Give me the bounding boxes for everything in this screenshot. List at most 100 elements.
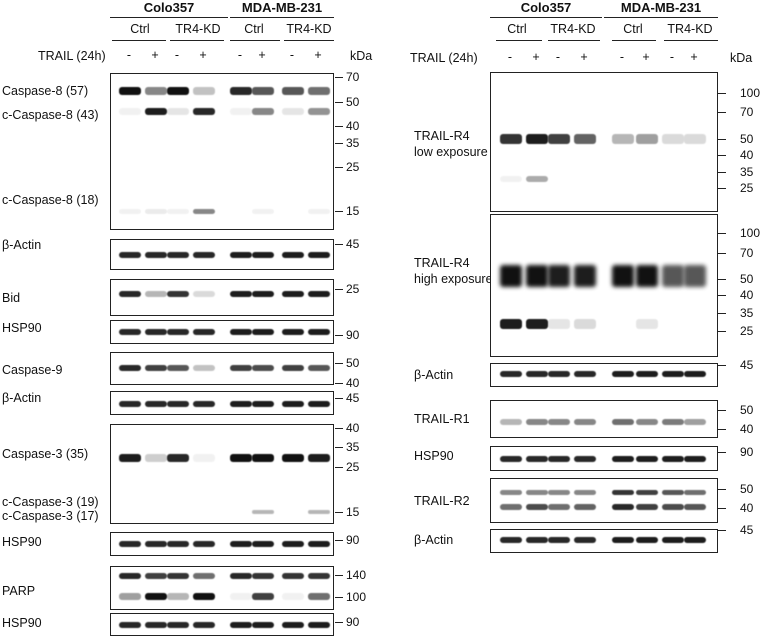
right-panel-2-band-row2-lane6 [636, 319, 658, 329]
right-panel-5-band-row1-lane7 [662, 456, 684, 462]
right-panel-2-marker-tick-1 [718, 233, 726, 234]
right-panel-6-band-row1-lane1 [500, 489, 522, 495]
left-panel-10-band-row1-lane2 [145, 622, 167, 628]
right-panel-2-band-row2-lane2 [526, 319, 548, 329]
right-sign-3: - [555, 50, 561, 64]
right-panel-6-band-row1-lane8 [684, 489, 706, 495]
left-cond-underline-2 [170, 40, 224, 41]
left-panel-1-band-row3-lane1 [119, 208, 141, 214]
left-panel-9-marker-tick-1 [335, 575, 343, 576]
left-panel-3-band-row1-lane7 [282, 291, 304, 297]
right-panel-6-marker-1: 50 [740, 482, 754, 496]
left-panel-4-band-row1-lane4 [193, 329, 215, 335]
left-panel-7-band-row1-lane8 [308, 454, 330, 462]
left-cellline-colo357: Colo357 [143, 0, 195, 15]
right-panel-2-marker-tick-2 [718, 253, 726, 254]
right-panel-3-label-1: β-Actin [414, 368, 454, 382]
right-panel-3-marker-1: 45 [740, 358, 754, 372]
left-panel-9-marker-2: 100 [346, 590, 367, 604]
left-blot-panel-5 [110, 352, 334, 385]
left-panel-1-band-row3-lane2 [145, 208, 167, 214]
left-panel-1-marker-tick-5 [335, 167, 343, 168]
left-panel-9-band-row2-lane4 [193, 592, 215, 600]
left-panel-9-band-row2-lane3 [167, 592, 189, 600]
right-panel-1-marker-tick-5 [718, 172, 726, 173]
right-panel-7-band-row1-lane6 [636, 537, 658, 543]
left-cellline-mda: MDA-MB-231 [241, 0, 323, 15]
right-panel-1-marker-tick-6 [718, 188, 726, 189]
right-panel-4-marker-1: 50 [740, 403, 754, 417]
left-panel-8-marker-tick-1 [335, 540, 343, 541]
left-panel-9-band-row1-lane8 [308, 573, 330, 579]
right-panel-1-band-row1-lane4 [574, 134, 596, 144]
right-panel-1-marker-5: 35 [740, 165, 754, 179]
right-panel-6-marker-tick-1 [718, 489, 726, 490]
right-kda-label: kDa [730, 51, 753, 65]
left-panel-5-band-row1-lane5 [230, 365, 252, 371]
right-panel-3-band-row1-lane5 [612, 371, 634, 377]
right-panel-1-band-row2-lane2 [526, 176, 548, 182]
left-panel-9-band-row1-lane6 [252, 573, 274, 579]
right-panel-2-marker-1: 100 [740, 226, 761, 240]
right-sign-5: - [619, 50, 625, 64]
right-panel-3-band-row1-lane8 [684, 371, 706, 377]
right-panel-5-band-row1-lane1 [500, 456, 522, 462]
right-panel-1-marker-tick-4 [718, 155, 726, 156]
left-panel-5-band-row1-lane3 [167, 365, 189, 371]
left-cond-underline-1 [112, 40, 166, 41]
right-panel-2-band-row2-lane3 [548, 319, 570, 329]
left-panel-7-marker-2: 35 [346, 440, 360, 454]
left-panel-2-band-row1-lane5 [230, 252, 252, 258]
left-cond-3: Ctrl [244, 22, 264, 36]
left-panel-6-band-row1-lane2 [145, 401, 167, 407]
left-panel-7-marker-1: 40 [346, 421, 360, 435]
right-sign-7: - [669, 50, 675, 64]
right-panel-2-marker-tick-3 [718, 279, 726, 280]
right-cond-1: Ctrl [507, 22, 527, 36]
left-panel-1-marker-tick-3 [335, 126, 343, 127]
right-panel-7-band-row1-lane3 [548, 537, 570, 543]
right-panel-6-band-row1-lane4 [574, 489, 596, 495]
left-panel-4-band-row1-lane1 [119, 329, 141, 335]
left-panel-1-marker-tick-4 [335, 143, 343, 144]
left-panel-2-band-row1-lane1 [119, 252, 141, 258]
right-cond-2: TR4-KD [550, 22, 596, 36]
left-panel-1-marker-4: 35 [346, 136, 360, 150]
left-panel-2-band-row1-lane3 [167, 252, 189, 258]
right-panel-1-marker-tick-2 [718, 112, 726, 113]
left-panel-7-band-row1-lane5 [230, 454, 252, 462]
left-panel-7-band-row1-lane2 [145, 454, 167, 462]
right-panel-4-label-1: TRAIL-R1 [414, 412, 470, 426]
left-cond-underline-4 [284, 40, 334, 41]
left-panel-8-band-row1-lane7 [282, 541, 304, 547]
left-panel-10-band-row1-lane1 [119, 622, 141, 628]
right-panel-4-band-row1-lane8 [684, 419, 706, 425]
right-sign-8: + [690, 50, 698, 64]
right-blot-panel-6 [490, 478, 718, 523]
right-panel-3-band-row1-lane7 [662, 371, 684, 377]
left-cond-1: Ctrl [130, 22, 150, 36]
right-panel-1-marker-4: 40 [740, 148, 754, 162]
right-panel-1-band-row1-lane8 [684, 134, 706, 144]
left-panel-6-band-row1-lane3 [167, 401, 189, 407]
left-blot-panel-2 [110, 239, 334, 270]
left-panel-3-label-1: Bid [2, 291, 21, 305]
right-panel-2-band-row1-lane4 [574, 265, 596, 287]
right-sign-4: + [580, 50, 588, 64]
left-panel-5-marker-tick-1 [335, 363, 343, 364]
left-panel-1-label-3: c-Caspase-8 (18) [2, 193, 99, 207]
right-panel-6-label-1: TRAIL-R2 [414, 494, 470, 508]
left-panel-8-band-row1-lane3 [167, 541, 189, 547]
left-blot-panel-7 [110, 424, 334, 524]
left-panel-5-band-row1-lane8 [308, 365, 330, 371]
left-panel-1-band-row1-lane3 [167, 87, 189, 95]
left-sign-7: - [289, 48, 295, 62]
right-panel-2-marker-2: 70 [740, 246, 754, 260]
right-panel-5-label-1: HSP90 [414, 449, 454, 463]
left-blot-panel-1 [110, 73, 334, 230]
right-panel-6-band-row2-lane6 [636, 504, 658, 510]
left-panel-1-band-row2-lane1 [119, 107, 141, 115]
right-blot-panel-7 [490, 529, 718, 553]
left-panel-7-marker-tick-1 [335, 428, 343, 429]
left-panel-5-marker-tick-2 [335, 383, 343, 384]
